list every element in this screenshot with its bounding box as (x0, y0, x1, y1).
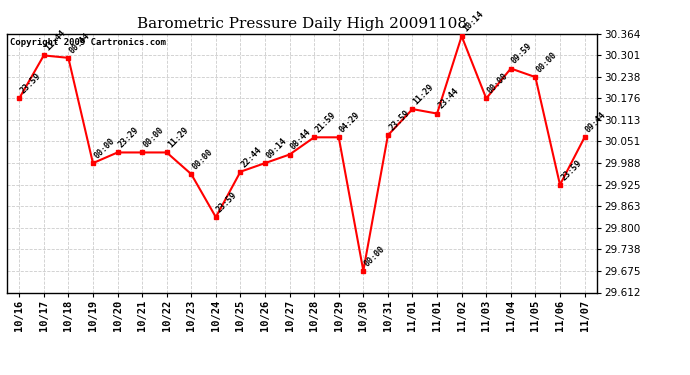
Text: 00:00: 00:00 (535, 50, 559, 74)
Text: 23:59: 23:59 (559, 158, 583, 182)
Text: 11:29: 11:29 (166, 126, 190, 150)
Title: Barometric Pressure Daily High 20091108: Barometric Pressure Daily High 20091108 (137, 17, 467, 31)
Text: 00:44: 00:44 (68, 31, 92, 55)
Text: 04:29: 04:29 (338, 111, 362, 135)
Text: 00:00: 00:00 (486, 72, 509, 96)
Text: 22:44: 22:44 (239, 145, 264, 169)
Text: 11:44: 11:44 (43, 28, 67, 53)
Text: 23:59: 23:59 (387, 108, 411, 132)
Text: 23:29: 23:29 (117, 126, 141, 150)
Text: 23:59: 23:59 (19, 72, 42, 96)
Text: 00:00: 00:00 (190, 147, 215, 171)
Text: 09:59: 09:59 (510, 42, 534, 66)
Text: 11:29: 11:29 (412, 82, 435, 106)
Text: 08:44: 08:44 (289, 128, 313, 152)
Text: 10:14: 10:14 (461, 9, 485, 33)
Text: 23:44: 23:44 (436, 87, 460, 111)
Text: 23:59: 23:59 (215, 190, 239, 214)
Text: Copyright 2009 Cartronics.com: Copyright 2009 Cartronics.com (10, 38, 166, 46)
Text: 00:00: 00:00 (92, 136, 116, 160)
Text: 09:44: 09:44 (584, 111, 608, 135)
Text: 00:00: 00:00 (362, 244, 386, 268)
Text: 09:14: 09:14 (264, 136, 288, 160)
Text: 00:00: 00:00 (141, 126, 166, 150)
Text: 21:59: 21:59 (313, 111, 337, 135)
